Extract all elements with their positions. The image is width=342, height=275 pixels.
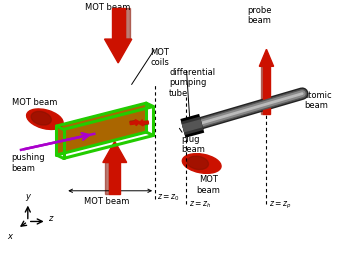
Polygon shape	[135, 120, 140, 126]
Text: MOT beam: MOT beam	[83, 197, 129, 206]
Ellipse shape	[31, 111, 51, 125]
Text: MOT
coils: MOT coils	[150, 48, 169, 67]
Polygon shape	[259, 49, 274, 66]
Text: plug
beam: plug beam	[181, 134, 205, 154]
Text: $z = z_h$: $z = z_h$	[189, 199, 211, 210]
Text: atomic
beam: atomic beam	[304, 91, 332, 110]
Polygon shape	[139, 120, 143, 126]
Text: $z = z_p$: $z = z_p$	[269, 200, 291, 211]
Polygon shape	[124, 8, 130, 39]
Polygon shape	[130, 120, 135, 122]
Polygon shape	[109, 163, 120, 194]
Polygon shape	[263, 66, 269, 114]
Polygon shape	[143, 121, 148, 124]
Polygon shape	[105, 163, 109, 194]
Ellipse shape	[182, 154, 221, 173]
Text: MOT beam: MOT beam	[85, 3, 131, 12]
Text: x: x	[8, 232, 13, 241]
Polygon shape	[103, 141, 127, 163]
Ellipse shape	[27, 109, 63, 130]
Text: y: y	[26, 192, 31, 201]
Text: differential
pumping
tube: differential pumping tube	[169, 68, 215, 98]
Text: z: z	[48, 214, 53, 223]
Text: MOT
beam: MOT beam	[197, 175, 221, 195]
Polygon shape	[105, 39, 132, 63]
Polygon shape	[261, 66, 263, 114]
Polygon shape	[143, 123, 148, 125]
Polygon shape	[112, 8, 124, 39]
Text: $z = z_0$: $z = z_0$	[157, 193, 180, 204]
Text: MOT beam: MOT beam	[12, 98, 58, 107]
Polygon shape	[56, 103, 146, 155]
Polygon shape	[56, 103, 153, 130]
Text: $l$: $l$	[108, 182, 112, 193]
Polygon shape	[130, 122, 136, 125]
Ellipse shape	[187, 156, 209, 170]
Text: probe
beam: probe beam	[247, 6, 272, 25]
Text: pushing
beam: pushing beam	[11, 153, 44, 173]
